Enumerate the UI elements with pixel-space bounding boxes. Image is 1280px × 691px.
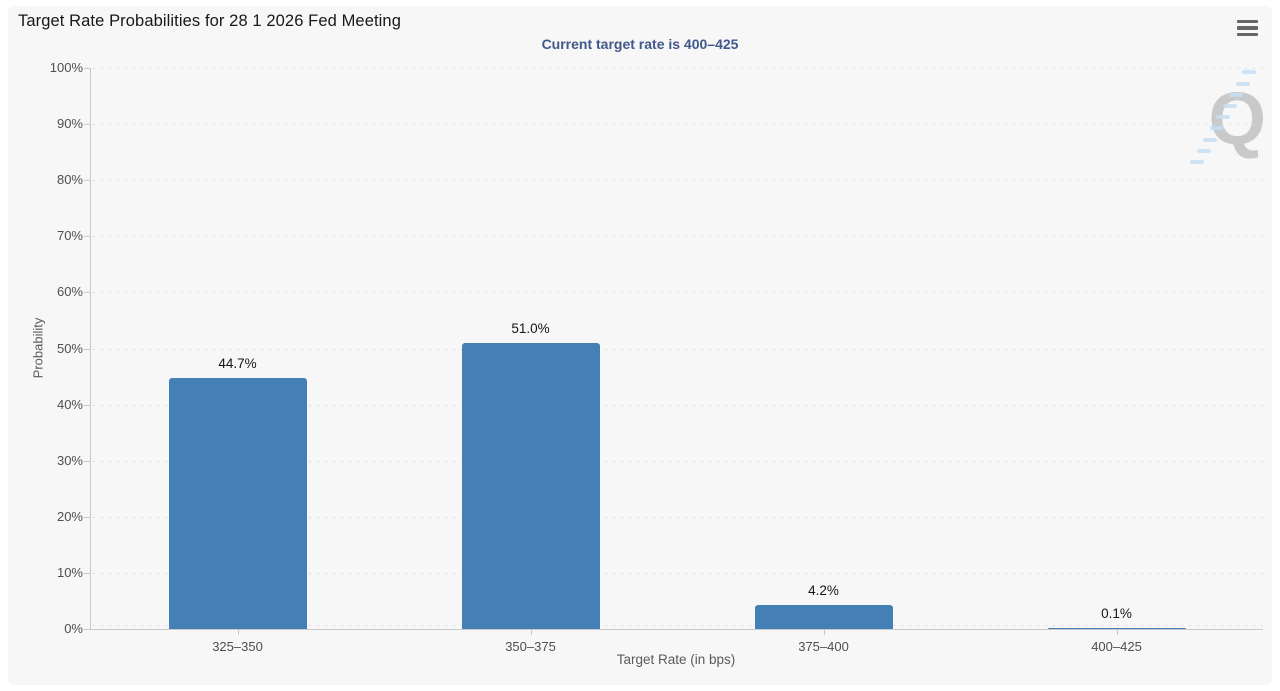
probability-bar[interactable] bbox=[461, 342, 600, 629]
y-gridline bbox=[93, 516, 1263, 518]
y-axis-tick bbox=[84, 292, 91, 294]
bar-value-label: 4.2% bbox=[808, 583, 839, 599]
x-axis-category-label: 325–350 bbox=[212, 639, 263, 654]
x-axis-tick bbox=[530, 630, 532, 635]
hamburger-icon bbox=[1236, 32, 1258, 37]
y-gridline bbox=[93, 572, 1263, 574]
y-axis-tick-label: 90% bbox=[56, 116, 83, 132]
y-axis-tick bbox=[84, 68, 91, 69]
y-axis-tick bbox=[84, 404, 91, 406]
y-axis-tick-label: 40% bbox=[56, 396, 83, 412]
probability-bar[interactable] bbox=[1047, 628, 1186, 629]
x-axis-title: Target Rate (in bps) bbox=[616, 652, 736, 667]
y-axis-tick bbox=[84, 348, 91, 350]
y-axis-tick bbox=[84, 516, 91, 518]
x-axis-tick bbox=[237, 630, 239, 635]
y-gridline bbox=[93, 404, 1263, 406]
bar-value-label: 44.7% bbox=[218, 356, 257, 372]
y-axis-tick-label: 80% bbox=[56, 172, 83, 188]
chart-panel: Target Rate Probabilities for 28 1 2026 … bbox=[8, 6, 1272, 685]
probability-bar[interactable] bbox=[168, 378, 307, 629]
x-axis-category-label: 375–400 bbox=[798, 639, 849, 654]
hamburger-icon bbox=[1236, 26, 1258, 30]
y-gridline bbox=[93, 625, 1263, 626]
y-gridline bbox=[93, 460, 1263, 462]
chart-context-menu-button[interactable] bbox=[1230, 14, 1264, 42]
y-axis-tick-label: 50% bbox=[56, 340, 83, 356]
y-gridline bbox=[93, 124, 1263, 126]
y-axis-tick-label: 100% bbox=[49, 60, 83, 75]
y-gridline bbox=[93, 180, 1263, 182]
chart-subtitle: Current target rate is 400–425 bbox=[541, 36, 739, 52]
x-axis-tick bbox=[1116, 630, 1118, 635]
bar-value-label: 51.0% bbox=[511, 320, 550, 336]
plot-area: 0% 10% 20% 30% 40% 50% 60% 70% 80% 90% 100% 44.7% 32… bbox=[50, 60, 1263, 654]
y-axis-tick-label: 30% bbox=[56, 452, 83, 468]
y-axis-tick-label: 0% bbox=[64, 621, 83, 636]
y-gridline bbox=[93, 236, 1263, 238]
y-gridline bbox=[93, 292, 1263, 294]
probability-bar[interactable] bbox=[754, 605, 893, 629]
y-axis-tick-label: 20% bbox=[56, 508, 83, 524]
chart-title: Target Rate Probabilities for 28 1 2026 … bbox=[18, 12, 401, 30]
y-axis-tick-label: 60% bbox=[56, 284, 83, 300]
y-axis-tick bbox=[84, 124, 91, 126]
bar-value-label: 0.1% bbox=[1101, 606, 1132, 621]
y-axis-tick bbox=[84, 629, 91, 630]
y-gridline bbox=[93, 68, 1263, 69]
hamburger-icon bbox=[1236, 19, 1258, 24]
y-axis-tick bbox=[84, 460, 91, 462]
y-axis-tick bbox=[84, 572, 91, 574]
x-axis-category-label: 350–375 bbox=[505, 639, 556, 654]
y-gridline bbox=[93, 348, 1263, 350]
y-axis-tick-label: 10% bbox=[56, 564, 83, 580]
x-axis-tick bbox=[823, 630, 825, 635]
y-axis-tick bbox=[84, 180, 91, 182]
y-axis-tick-label: 70% bbox=[56, 228, 83, 244]
y-axis-tick bbox=[84, 236, 91, 238]
x-axis-category-label: 400–425 bbox=[1091, 639, 1142, 654]
